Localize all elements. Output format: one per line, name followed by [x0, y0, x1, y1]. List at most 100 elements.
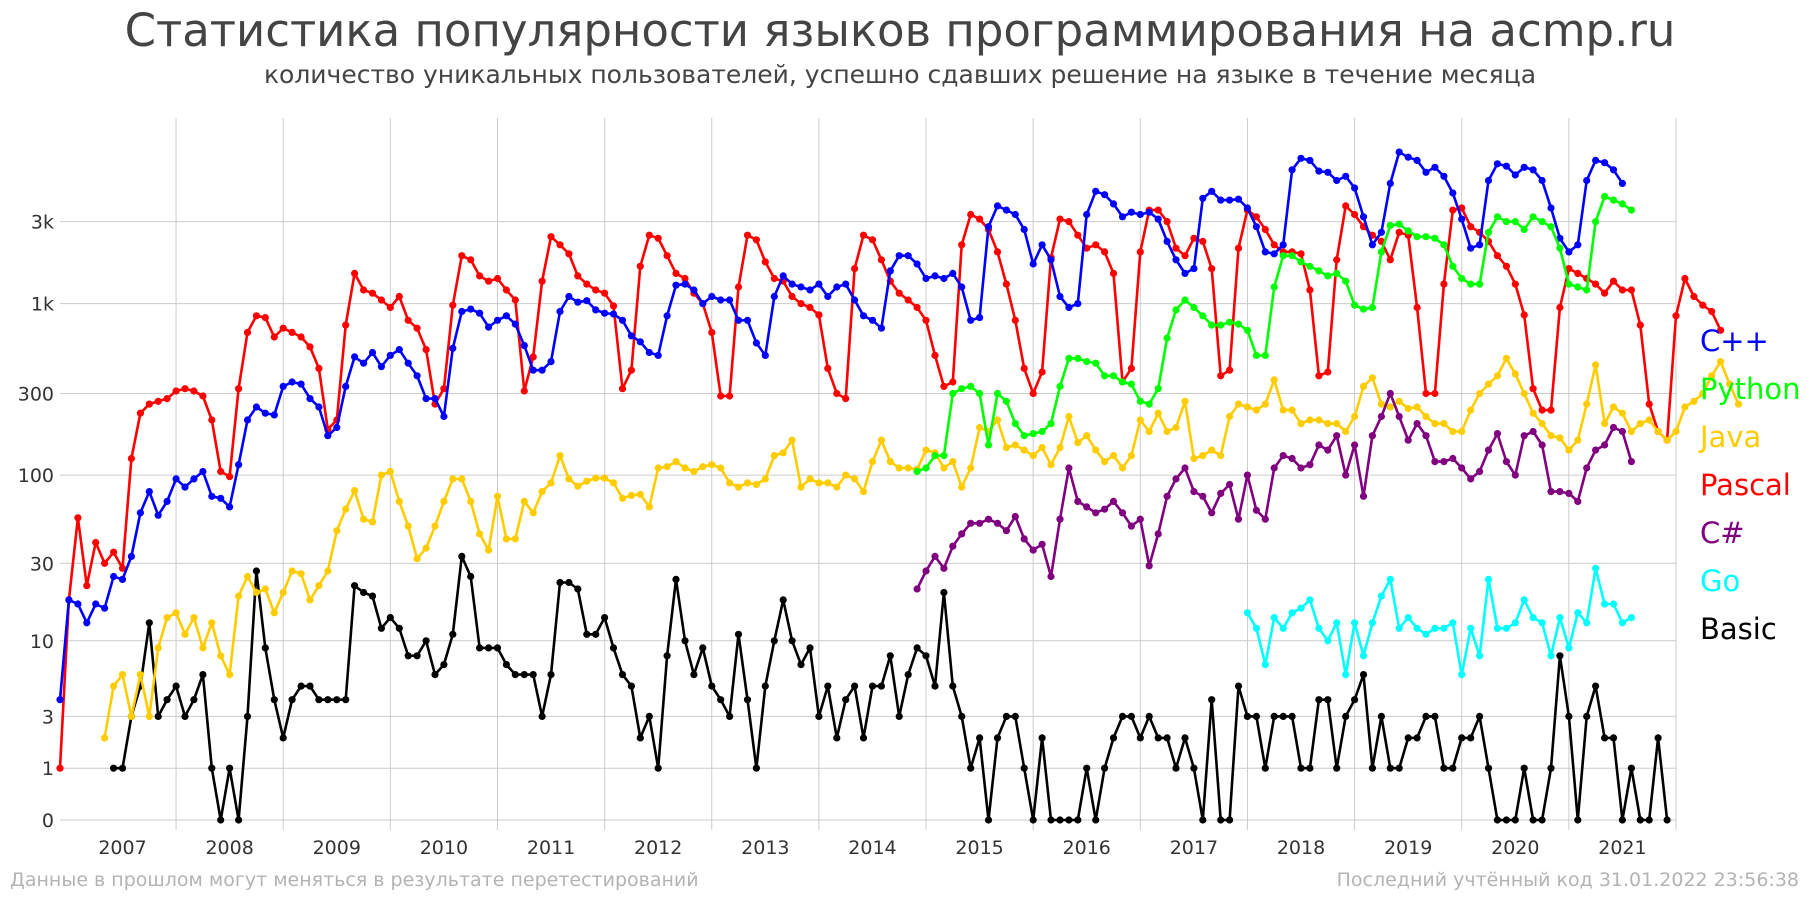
- data-point-csharp: [1288, 454, 1296, 463]
- data-point-java: [993, 416, 1002, 424]
- x-tick-label: 2017: [1170, 837, 1218, 859]
- data-point-basic: [288, 696, 296, 704]
- data-point-pascal: [1395, 228, 1403, 236]
- data-point-pascal: [1056, 215, 1064, 223]
- data-point-pascal: [654, 234, 662, 242]
- data-point-java: [1395, 397, 1403, 405]
- data-point-basic: [1261, 764, 1269, 772]
- data-point-pascal: [449, 301, 457, 309]
- data-point-cpp: [145, 488, 153, 496]
- data-point-pascal: [1297, 250, 1305, 258]
- data-point-basic: [154, 712, 162, 721]
- data-point-go: [1529, 614, 1537, 622]
- data-point-java: [1601, 420, 1609, 428]
- data-point-python: [1208, 321, 1216, 329]
- data-point-python: [1288, 252, 1296, 260]
- data-point-cpp: [806, 286, 814, 294]
- data-point-basic: [1413, 734, 1421, 742]
- data-point-basic: [1574, 816, 1582, 824]
- data-point-csharp: [1618, 427, 1626, 436]
- data-point-python: [1627, 206, 1635, 214]
- data-point-csharp: [1074, 497, 1082, 505]
- data-point-pascal: [1574, 269, 1582, 277]
- data-point-cpp: [1511, 171, 1519, 179]
- data-point-java: [1413, 403, 1421, 411]
- data-point-java: [1279, 406, 1287, 414]
- data-point-java: [1342, 427, 1350, 436]
- data-point-pascal: [1306, 286, 1314, 294]
- data-point-csharp: [1226, 480, 1234, 489]
- data-point-java: [1565, 446, 1573, 454]
- data-point-cpp: [761, 351, 769, 359]
- data-point-java: [101, 734, 109, 742]
- chart-subtitle: количество уникальных пользователей, усп…: [263, 60, 1537, 89]
- data-point-basic: [1288, 712, 1296, 721]
- data-point-cpp: [1172, 256, 1180, 264]
- data-point-pascal: [1136, 248, 1144, 256]
- data-point-cpp: [1199, 194, 1207, 202]
- data-point-pascal: [663, 252, 671, 260]
- data-point-java: [1127, 452, 1135, 460]
- data-point-python: [1351, 301, 1359, 309]
- data-point-java: [565, 475, 573, 483]
- data-point-csharp: [958, 530, 966, 538]
- legend-item-python: Python: [1700, 372, 1801, 406]
- data-point-java: [967, 464, 975, 472]
- data-point-cpp: [279, 382, 287, 390]
- data-point-java: [1574, 436, 1582, 444]
- data-point-pascal: [413, 324, 421, 332]
- data-point-java: [1101, 458, 1109, 466]
- data-point-pascal: [485, 277, 493, 285]
- data-point-pascal: [395, 292, 403, 301]
- x-tick-label: 2007: [98, 837, 146, 859]
- data-point-pascal: [1645, 400, 1653, 408]
- data-point-basic: [493, 644, 502, 652]
- data-point-basic: [1101, 764, 1109, 772]
- data-point-pascal: [199, 392, 207, 400]
- data-point-pascal: [574, 272, 582, 280]
- data-point-basic: [788, 637, 796, 645]
- data-point-basic: [118, 764, 127, 772]
- data-point-cpp: [601, 309, 609, 317]
- data-point-go: [1324, 637, 1332, 645]
- data-point-basic: [395, 624, 403, 632]
- data-point-cpp: [967, 316, 975, 324]
- data-point-basic: [1199, 816, 1207, 824]
- data-point-java: [315, 582, 323, 590]
- data-point-pascal: [1127, 364, 1135, 372]
- data-point-java: [1351, 412, 1359, 421]
- data-point-cpp: [467, 305, 475, 313]
- data-point-basic: [190, 696, 198, 704]
- data-point-pascal: [708, 328, 716, 336]
- data-point-pascal: [752, 236, 761, 244]
- x-tick-label: 2015: [955, 837, 1003, 859]
- data-point-basic: [922, 652, 930, 660]
- data-point-csharp: [1476, 467, 1484, 476]
- data-point-basic: [547, 671, 555, 679]
- data-point-basic: [485, 644, 493, 652]
- data-point-python: [1145, 400, 1153, 408]
- data-point-pascal: [993, 248, 1002, 256]
- data-point-python: [1002, 397, 1011, 405]
- data-point-java: [1038, 443, 1046, 452]
- data-point-cpp: [172, 475, 180, 483]
- data-point-cpp: [1574, 241, 1582, 249]
- data-point-cpp: [904, 252, 912, 260]
- data-point-cpp: [940, 274, 948, 283]
- data-point-pascal: [851, 265, 859, 273]
- data-point-java: [297, 570, 305, 578]
- data-point-pascal: [743, 231, 752, 239]
- data-point-cpp: [1458, 215, 1466, 223]
- data-point-csharp: [1217, 489, 1225, 497]
- y-tick-label: 300: [18, 383, 54, 405]
- data-point-csharp: [1377, 412, 1385, 421]
- data-point-pascal: [806, 303, 814, 312]
- data-point-pascal: [824, 364, 832, 372]
- series-line-basic: [113, 555, 1669, 822]
- data-point-basic: [297, 682, 305, 690]
- data-point-basic: [1368, 764, 1376, 772]
- data-point-go: [1413, 624, 1421, 632]
- chart-title: Статистика популярности языков программи…: [124, 4, 1676, 57]
- data-point-pascal: [797, 300, 805, 308]
- data-point-python: [1333, 269, 1341, 277]
